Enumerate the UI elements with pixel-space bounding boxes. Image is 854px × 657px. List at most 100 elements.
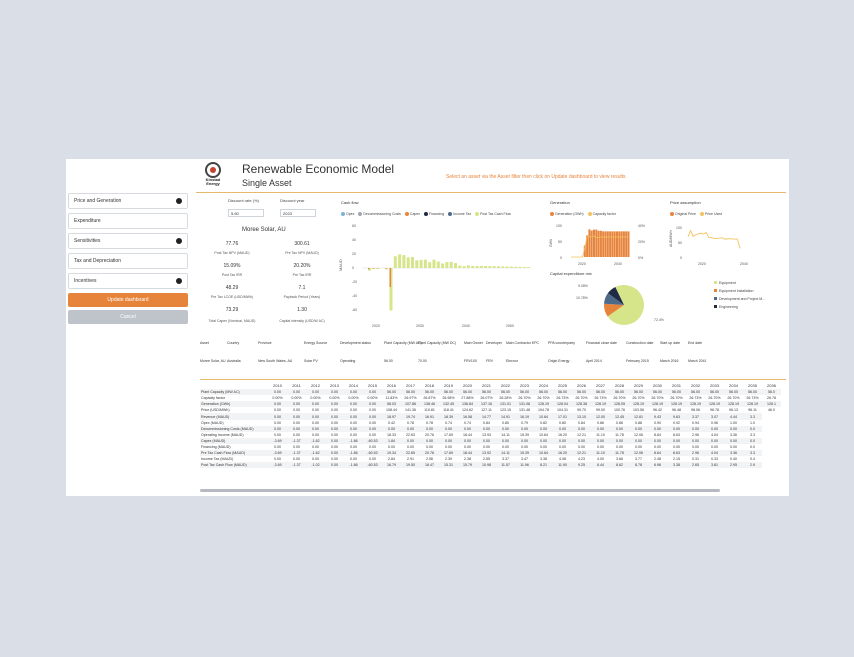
y-tick: 40% — [638, 224, 645, 228]
table-cell: 0.00 — [312, 408, 319, 413]
sidebar-item-sensitivities[interactable]: Sensitivities — [68, 233, 188, 249]
table-divider — [200, 379, 786, 380]
table-cell: 0.00 — [293, 420, 300, 425]
table-cell: 0.86 — [597, 420, 604, 425]
column-header: Province — [258, 341, 272, 345]
table-cell: 0.00 — [344, 413, 363, 420]
table-cell: 0.96 — [711, 420, 718, 425]
year-header: 2020 — [463, 383, 472, 389]
table-cell: 56.00 — [496, 389, 515, 396]
sidebar-item-incentives[interactable]: Incentives — [68, 273, 188, 289]
table-cell: 3.38 — [667, 462, 686, 469]
update-dashboard-button[interactable]: Update dashboard — [68, 293, 188, 307]
table-cell: 2.15 — [673, 457, 680, 462]
table-cell: 10.98 — [477, 462, 496, 469]
cashflow-bar — [432, 259, 436, 268]
table-cell: 0.00 — [591, 437, 610, 444]
table-cell: 4.04 — [705, 450, 724, 457]
cashflow-bar — [415, 260, 419, 268]
table-cell: 0.00 — [293, 408, 300, 413]
table-cell: 0.94 — [692, 420, 699, 425]
cashflow-bar — [497, 266, 500, 268]
column-header: Start up date — [660, 341, 681, 345]
table-cell: 58.03 — [382, 401, 401, 408]
cashflow-title: Cash flow — [341, 200, 359, 205]
generation-bar — [613, 231, 616, 257]
table-cell: 0.00 — [293, 432, 300, 437]
table-cell: 19.74 — [401, 413, 420, 420]
table-cell: 14.11 — [501, 432, 510, 437]
table-cell: 2.55 — [483, 457, 490, 462]
table-cell: 0.31 — [692, 457, 699, 462]
table-cell: 56.00 — [382, 389, 401, 396]
table-cell: 0.00 — [667, 437, 686, 444]
year-header: 2023 — [520, 383, 529, 389]
table-cell: 138.46 — [420, 401, 439, 408]
table-cell: 0.00 — [673, 444, 680, 449]
generation-bar — [595, 229, 598, 257]
table-cell: 26.70% — [727, 396, 740, 401]
info-icon[interactable] — [176, 198, 182, 204]
cashflow-bar — [509, 266, 513, 268]
table-cell: 0.00 — [369, 444, 376, 449]
table-cell: 26.70% — [613, 396, 626, 401]
row-label: Opex (MAUD) — [201, 420, 224, 425]
sidebar-item-label: Tax and Depreciation — [74, 258, 121, 264]
generation-bar — [599, 230, 602, 257]
row-label: Price (USD/MWh) — [201, 408, 230, 413]
table-cell: 4.08 — [559, 457, 566, 462]
sidebar-item-tax-depreciation[interactable]: Tax and Depreciation — [68, 253, 188, 269]
table-cell: 0.00 — [363, 401, 382, 408]
info-icon[interactable] — [176, 278, 182, 284]
table-cell: 0.33 — [711, 457, 718, 462]
horizontal-scrollbar[interactable] — [200, 489, 720, 492]
table-cell: -1.37 — [287, 450, 306, 457]
year-header: 2035 — [748, 383, 757, 389]
table-cell: 136.84 — [458, 401, 477, 408]
info-icon[interactable] — [176, 238, 182, 244]
table-cell: 0.00 — [420, 425, 439, 432]
table-cell: 124.62 — [462, 408, 473, 413]
row-label: Generation (GWh) — [200, 401, 268, 408]
table-cell: 0.00 — [420, 437, 439, 444]
kpi-label: Post Tax IRR — [221, 273, 243, 277]
table-cell: March 2016 — [660, 359, 679, 363]
table-cell: -1.37 — [287, 437, 306, 444]
table-cell: 0.84 — [578, 420, 585, 425]
table-cell: 141.36 — [405, 408, 416, 413]
table-cell: 0.00 — [667, 425, 686, 432]
table-row: Price (USD/MWh) 0.00 0.00 0.00 0.00 0.00 0.00 1… — [200, 407, 781, 413]
header-divider — [196, 192, 786, 193]
table-cell: 0.88 — [635, 420, 642, 425]
table-cell: 0.00 — [401, 425, 420, 432]
table-cell: 0.00 — [312, 420, 319, 425]
sidebar-item-expenditure[interactable]: Expenditure — [68, 213, 188, 229]
table-cell: 3.3 — [743, 450, 762, 457]
cashflow-chart: MAUD 60 40 20 0 -20 -40 -60 2020 2030 20… — [338, 224, 531, 328]
table-cell: 0.00 — [306, 401, 325, 408]
cashflow-bar — [441, 263, 445, 268]
table-cell: 56.00 — [705, 389, 724, 396]
cashflow-bar — [402, 255, 406, 268]
cashflow-bar — [475, 265, 479, 268]
pie-slice — [607, 285, 644, 325]
cashflow-bar — [471, 265, 475, 268]
table-cell: 0.00 — [350, 457, 357, 462]
discount-rate-input[interactable]: 5.60 — [228, 209, 264, 217]
table-cell: 1.00 — [730, 420, 737, 425]
table-cell: 0.00 — [325, 401, 344, 408]
discount-year-input[interactable]: 2023 — [280, 209, 316, 217]
cashflow-bar — [514, 266, 518, 268]
table-cell: 128.19 — [629, 401, 648, 408]
table-cell: 3.38 — [540, 457, 547, 462]
table-cell: 0.00 — [325, 450, 344, 457]
column-header: Developer — [486, 341, 502, 345]
legend-item: Capacity factor — [587, 212, 616, 217]
table-cell: 0.00 — [287, 425, 306, 432]
table-row: Capex (MAUD) -3.69 -1.37 -1.62 0.00 -1.86 -60.… — [200, 437, 781, 444]
table-cell: -1.62 — [306, 450, 325, 457]
generation-bar — [625, 231, 628, 257]
sidebar-item-price-generation[interactable]: Price and Generation — [68, 193, 188, 209]
cancel-button[interactable]: Cancel — [68, 310, 188, 324]
year-header: 2029 — [634, 383, 643, 389]
